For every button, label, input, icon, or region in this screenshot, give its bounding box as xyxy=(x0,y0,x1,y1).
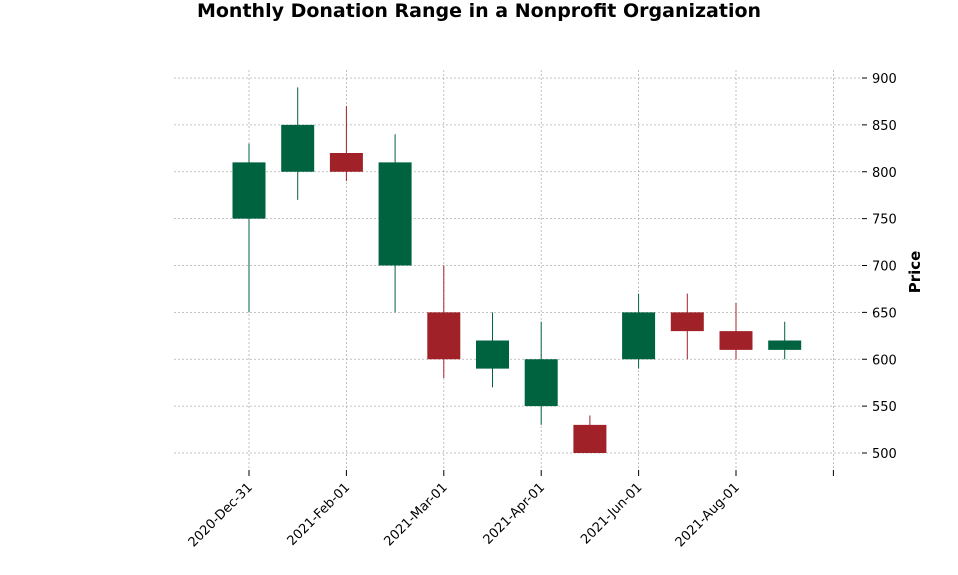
candle-body xyxy=(476,340,509,369)
candle-body xyxy=(524,359,558,407)
y-axis-label: Price xyxy=(906,251,924,294)
x-tick-label: 2021-Mar-01 xyxy=(382,480,451,549)
y-tick-label: 750 xyxy=(872,213,897,228)
chart-title: Monthly Donation Range in a Nonprofit Or… xyxy=(196,0,762,22)
candle-body xyxy=(281,124,315,172)
y-tick-label: 650 xyxy=(872,306,897,321)
y-tick-label: 600 xyxy=(872,353,897,368)
candle-layer xyxy=(232,87,802,453)
y-tick-label: 550 xyxy=(872,400,897,415)
candle-body xyxy=(573,424,607,453)
x-tick-label: 2020-Dec-31 xyxy=(186,480,256,550)
y-tick-label: 800 xyxy=(872,166,897,181)
x-tick-label: 2021-Aug-01 xyxy=(673,480,743,550)
x-tick-label: 2021-Jun-01 xyxy=(578,480,645,547)
y-tick-label: 850 xyxy=(872,119,897,134)
y-tick-label: 900 xyxy=(872,72,897,87)
candle-body xyxy=(768,340,802,350)
candle-body xyxy=(378,162,412,266)
candle-body xyxy=(329,153,363,172)
grid-layer xyxy=(174,70,862,470)
x-tick-label: 2021-Feb-01 xyxy=(285,480,354,549)
candle-body xyxy=(232,162,266,219)
candle-body xyxy=(670,312,704,332)
y-tick-label: 500 xyxy=(872,447,897,462)
x-tick-label: 2021-Apr-01 xyxy=(481,480,548,547)
candle-body xyxy=(622,312,656,360)
candle-body xyxy=(719,331,753,350)
y-tick-label: 700 xyxy=(872,260,897,275)
candle-body xyxy=(427,312,461,360)
